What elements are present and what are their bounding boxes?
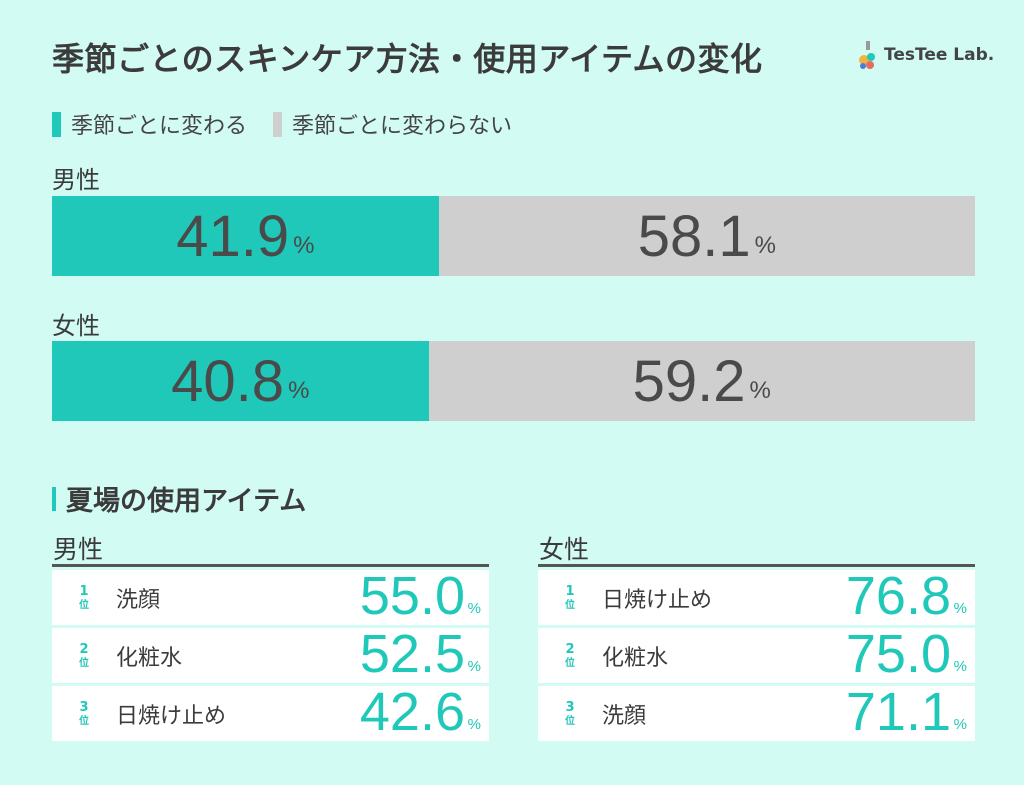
section-title-accent bbox=[52, 486, 56, 511]
legend-swatch-teal bbox=[52, 111, 61, 137]
rank-number: 1 bbox=[565, 583, 575, 599]
stacked-bar-female: 40.8% 59.2% bbox=[52, 341, 975, 421]
item-name: 化粧水 bbox=[602, 645, 669, 671]
bar-segment: 59.2% bbox=[428, 341, 975, 421]
rank-number: 3 bbox=[565, 699, 575, 715]
data-label: 59.2 bbox=[632, 348, 746, 414]
unit-label: % bbox=[953, 600, 967, 617]
legend-label: 季節ごとに変わらない bbox=[292, 114, 513, 139]
table-row: 2 位化粧水 75.0% bbox=[538, 624, 975, 684]
rank-number: 2 bbox=[565, 641, 575, 657]
unit-label: % bbox=[288, 377, 310, 404]
bar-segment: 58.1% bbox=[438, 196, 975, 276]
legend-swatch-gray bbox=[273, 111, 283, 137]
data-label: 58.1 bbox=[637, 203, 751, 269]
unit-label: % bbox=[754, 232, 776, 259]
ranking-group-label: 男性 bbox=[53, 535, 104, 564]
rank-number: 3 bbox=[79, 699, 89, 715]
unit-label: % bbox=[953, 658, 967, 675]
bar-segment: 40.8% bbox=[52, 341, 429, 421]
item-name: 日焼け止め bbox=[602, 587, 713, 613]
table-row: 3 位洗顔 71.1% bbox=[538, 682, 975, 742]
divider bbox=[538, 564, 975, 567]
section-title: 夏場の使用アイテム bbox=[52, 479, 306, 518]
ranking-group-label: 女性 bbox=[539, 535, 590, 564]
legend-item-no-change: 季節ごとに変わらない bbox=[273, 108, 512, 140]
stacked-bar-male: 41.9% 58.1% bbox=[52, 196, 975, 276]
table-row: 1 位日焼け止め 76.8% bbox=[538, 566, 975, 626]
data-label: 40.8 bbox=[171, 348, 285, 414]
item-value: 75.0 bbox=[845, 624, 951, 684]
rank-suffix: 位 bbox=[565, 599, 575, 611]
unit-label: % bbox=[293, 232, 315, 259]
divider bbox=[52, 564, 489, 567]
item-value: 52.5 bbox=[359, 624, 465, 684]
legend-label: 季節ごとに変わる bbox=[71, 114, 248, 139]
item-name: 化粧水 bbox=[116, 645, 183, 671]
legend-item-changes: 季節ごとに変わる bbox=[52, 108, 247, 140]
flask-logo-icon bbox=[859, 41, 875, 69]
bar-category-label: 女性 bbox=[52, 312, 100, 340]
unit-label: % bbox=[467, 716, 481, 733]
item-name: 日焼け止め bbox=[116, 703, 227, 729]
rank-suffix: 位 bbox=[79, 715, 89, 727]
item-value: 42.6 bbox=[359, 682, 465, 742]
brand-logo: TesTee Lab. bbox=[858, 40, 994, 70]
logo-text: TesTee Lab. bbox=[884, 45, 995, 65]
rank-number: 1 bbox=[79, 583, 89, 599]
rank-number: 2 bbox=[79, 641, 89, 657]
rank-suffix: 位 bbox=[565, 715, 575, 727]
ranking-male: 男性 1 位洗顔 55.0% 2 位化粧水 52.5% 3 位日焼け止め 42.6% bbox=[52, 530, 489, 741]
rank-suffix: 位 bbox=[79, 599, 89, 611]
unit-label: % bbox=[749, 377, 771, 404]
table-row: 2 位化粧水 52.5% bbox=[52, 624, 489, 684]
ranking-female: 女性 1 位日焼け止め 76.8% 2 位化粧水 75.0% 3 位洗顔 71.1% bbox=[538, 530, 975, 741]
section-title-text: 夏場の使用アイテム bbox=[66, 486, 307, 517]
table-row: 1 位洗顔 55.0% bbox=[52, 566, 489, 626]
item-value: 76.8 bbox=[845, 566, 951, 626]
item-value: 55.0 bbox=[359, 566, 465, 626]
unit-label: % bbox=[467, 600, 481, 617]
unit-label: % bbox=[467, 658, 481, 675]
unit-label: % bbox=[953, 716, 967, 733]
bar-segment: 41.9% bbox=[52, 196, 439, 276]
page-title: 季節ごとのスキンケア方法・使用アイテムの変化 bbox=[52, 40, 763, 78]
item-value: 71.1 bbox=[845, 682, 951, 742]
item-name: 洗顔 bbox=[116, 587, 161, 613]
rank-suffix: 位 bbox=[79, 657, 89, 669]
table-row: 3 位日焼け止め 42.6% bbox=[52, 682, 489, 742]
data-label: 41.9 bbox=[176, 203, 290, 269]
rank-suffix: 位 bbox=[565, 657, 575, 669]
item-name: 洗顔 bbox=[602, 703, 647, 729]
chart-legend: 季節ごとに変わる 季節ごとに変わらない bbox=[52, 108, 512, 140]
bar-category-label: 男性 bbox=[52, 166, 100, 194]
